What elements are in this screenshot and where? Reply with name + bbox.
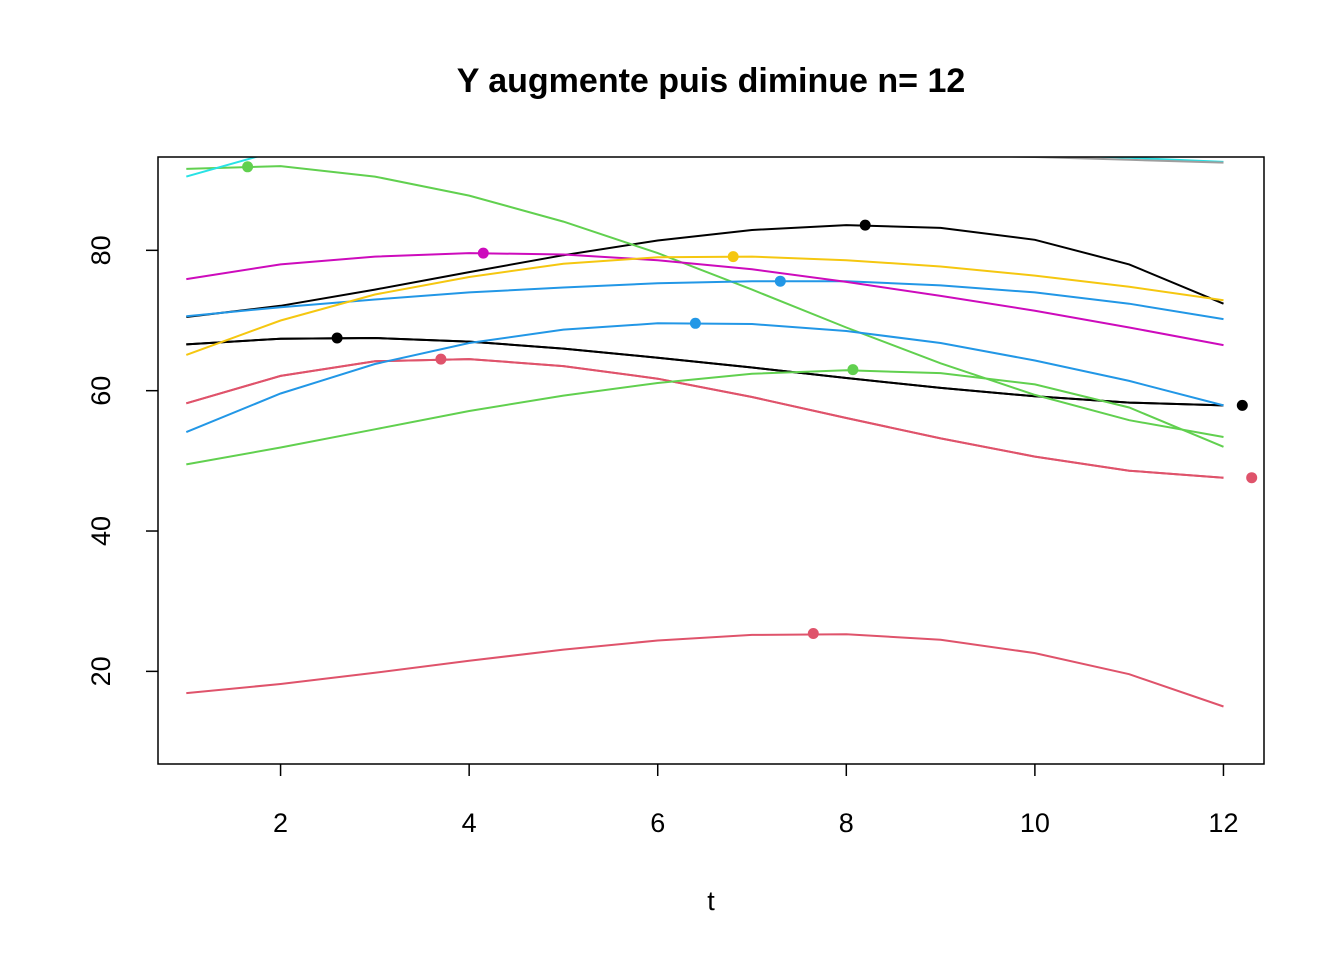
- series-point-9: [774, 275, 786, 287]
- chart-title: Y augmente puis diminue n= 12: [457, 62, 966, 100]
- series-line-13: [185, 255, 1224, 356]
- x-tick-label: 4: [462, 808, 477, 838]
- series-line-7: [186, 165, 1224, 438]
- x-axis-label: t: [707, 886, 715, 916]
- series-line-8: [186, 369, 1224, 466]
- series-line-12: [186, 252, 1224, 347]
- series-point-10: [689, 317, 701, 329]
- points-layer: [242, 161, 1258, 639]
- series-line-1: [186, 224, 1224, 318]
- y-tick-label: 80: [86, 235, 116, 265]
- x-tick-label: 12: [1208, 808, 1238, 838]
- series-point-4: [435, 353, 447, 365]
- series-line-6: [186, 633, 1224, 708]
- series-point-5: [1246, 472, 1258, 484]
- series-line-2: [186, 336, 1224, 407]
- series-line-4: [186, 358, 1224, 479]
- series-point-13: [727, 251, 739, 263]
- series-point-12: [477, 247, 489, 259]
- series-line-10: [185, 322, 1224, 434]
- plot-frame: [157, 156, 1265, 765]
- x-tick-label: 10: [1020, 808, 1050, 838]
- series-point-1: [859, 219, 871, 231]
- y-tick-label: 60: [86, 376, 116, 406]
- series-point-8: [847, 364, 859, 376]
- series-point-2: [1236, 399, 1248, 411]
- series-point-6: [807, 628, 819, 639]
- series-line-11: [186, 157, 1224, 178]
- series-point-7: [242, 161, 254, 173]
- x-tick-label: 6: [650, 808, 665, 838]
- x-axis: 2 4 6 8 10 12: [273, 764, 1238, 838]
- x-tick-label: 8: [839, 808, 854, 838]
- series-point-3: [331, 332, 343, 344]
- x-tick-label: 2: [273, 808, 288, 838]
- series-line-3: [186, 336, 1224, 407]
- series-line-9: [186, 280, 1224, 321]
- series-line-14: [989, 157, 1224, 164]
- series-line-5: [186, 358, 1224, 479]
- series-layer: [185, 157, 1224, 708]
- y-tick-label: 40: [86, 516, 116, 546]
- y-axis: 20 40 60 80: [86, 235, 158, 686]
- y-tick-label: 20: [86, 656, 116, 686]
